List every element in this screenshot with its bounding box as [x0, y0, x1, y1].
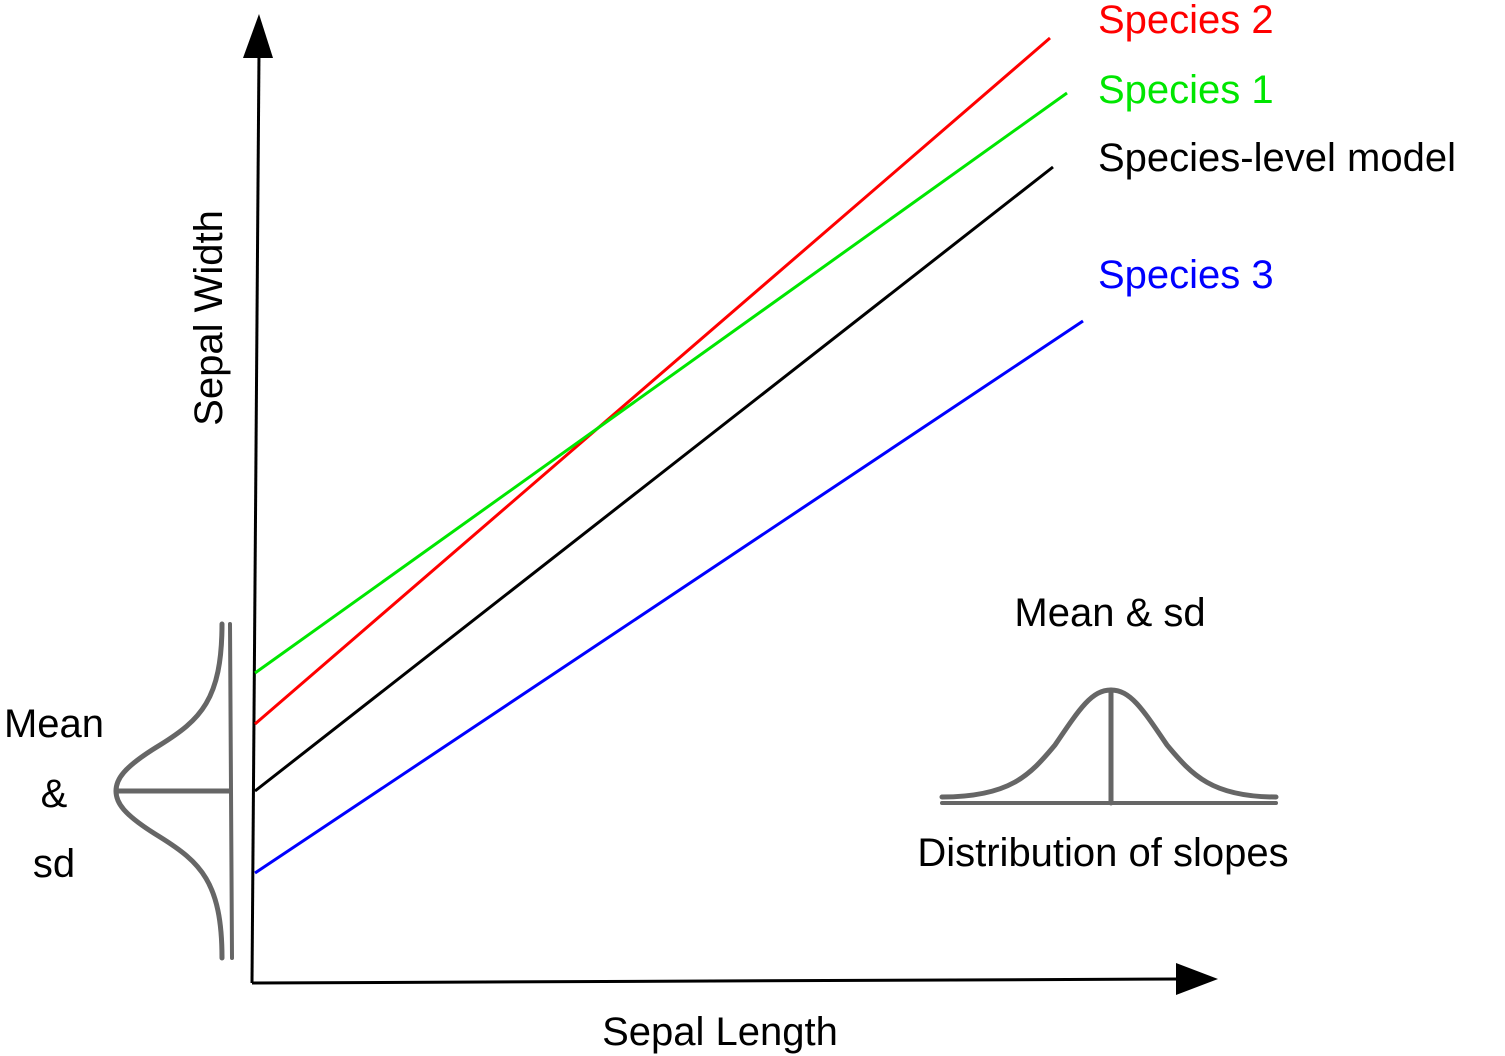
- x-axis-arrowhead: [1176, 963, 1218, 995]
- line-species-level-model: [254, 165, 1054, 793]
- line-species-3: [254, 319, 1084, 875]
- line-species-1: [254, 91, 1068, 675]
- axes: [243, 14, 1218, 995]
- y-axis-label: Sepal Width: [187, 210, 231, 426]
- intercept-distribution: [113, 621, 234, 961]
- slope-distribution-caption: Distribution of slopes: [917, 831, 1288, 875]
- intercept-label-amp: &: [41, 772, 68, 816]
- slope-distribution: [939, 687, 1279, 806]
- x-axis: [251, 977, 1181, 985]
- label-species-3: Species 3: [1098, 253, 1274, 297]
- y-axis-arrowhead: [243, 14, 273, 58]
- regression-lines: [254, 36, 1084, 875]
- intercept-label-sd: sd: [33, 842, 75, 886]
- y-axis: [250, 51, 261, 984]
- slope-distribution-title: Mean & sd: [1014, 591, 1205, 635]
- line-species-2: [254, 36, 1051, 726]
- x-axis-label: Sepal Length: [602, 1010, 838, 1054]
- label-species-level-model: Species-level model: [1098, 136, 1456, 180]
- label-species-2: Species 2: [1098, 0, 1274, 42]
- intercept-label-mean: Mean: [4, 702, 104, 746]
- label-species-1: Species 1: [1098, 68, 1274, 112]
